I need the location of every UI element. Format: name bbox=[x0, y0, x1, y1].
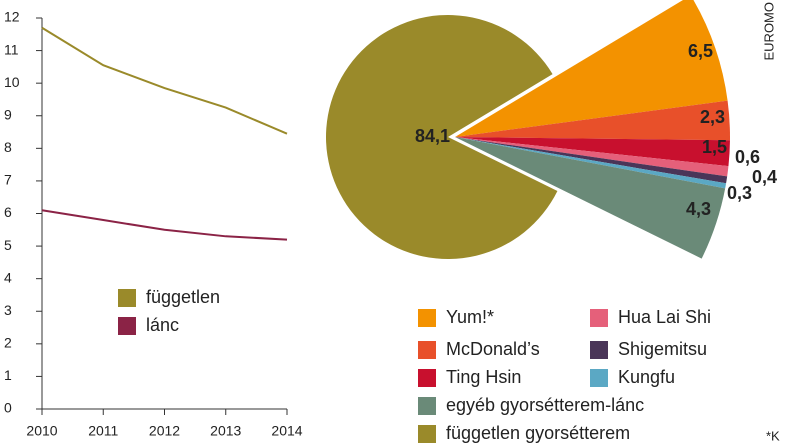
y-tick-label: 5 bbox=[4, 237, 12, 253]
data-label: 1,5 bbox=[702, 137, 727, 157]
legend-label: Kungfu bbox=[618, 367, 675, 387]
source: EUROMO bbox=[761, 2, 776, 61]
y-tick-label: 11 bbox=[4, 41, 19, 57]
legend-label: McDonald’s bbox=[446, 339, 540, 359]
legend-label: Ting Hsin bbox=[446, 367, 521, 387]
legend-label: Shigemitsu bbox=[618, 339, 707, 359]
y-tick-label: 9 bbox=[4, 106, 12, 122]
line bbox=[41, 209, 288, 241]
legend-label: lánc bbox=[146, 315, 179, 335]
legend-swatch bbox=[418, 397, 436, 415]
x-tick-label: 2013 bbox=[210, 423, 241, 439]
data-label: 0,4 bbox=[752, 167, 777, 187]
pie-slice bbox=[455, 137, 729, 177]
footnote: *K bbox=[766, 428, 780, 443]
pie-slice bbox=[455, 137, 728, 184]
legend-label: Yum!* bbox=[446, 307, 494, 327]
y-tick-label: 4 bbox=[4, 269, 12, 285]
pie-slice bbox=[455, 0, 728, 137]
y-tick-label: 12 bbox=[4, 9, 20, 25]
legend-swatch bbox=[118, 317, 136, 335]
data-label: 4,3 bbox=[686, 199, 711, 219]
x-tick-label: 2011 bbox=[88, 423, 118, 439]
data-label: 0,6 bbox=[735, 147, 760, 167]
y-tick-label: 3 bbox=[4, 302, 12, 318]
line bbox=[41, 26, 288, 135]
y-tick-label: 0 bbox=[4, 400, 12, 416]
pie-slice bbox=[455, 137, 726, 259]
legend-swatch bbox=[418, 341, 436, 359]
x-tick-label: 2010 bbox=[26, 423, 57, 439]
data-label: 0,3 bbox=[727, 183, 752, 203]
legend-label: egyéb gyorsétterem-lánc bbox=[446, 395, 644, 415]
data-label: 2,3 bbox=[700, 107, 725, 127]
legend-label: Hua Lai Shi bbox=[618, 307, 711, 327]
data-label: 84,1 bbox=[415, 126, 450, 146]
y-tick-label: 10 bbox=[4, 74, 20, 90]
data-label: 6,5 bbox=[688, 41, 713, 61]
x-tick-label: 2012 bbox=[149, 423, 180, 439]
legend-label: független bbox=[146, 287, 220, 307]
legend-swatch bbox=[118, 289, 136, 307]
pie-slice bbox=[455, 100, 731, 141]
legend-swatch bbox=[418, 369, 436, 387]
pie-slice bbox=[455, 137, 727, 189]
y-tick-label: 6 bbox=[4, 204, 12, 220]
legend-label: független gyorsétterem bbox=[446, 423, 630, 443]
y-tick-label: 7 bbox=[4, 172, 12, 188]
legend-swatch bbox=[590, 341, 608, 359]
legend-swatch bbox=[418, 309, 436, 327]
pie-slice bbox=[455, 137, 730, 167]
pie-slice bbox=[325, 14, 558, 259]
y-tick-label: 2 bbox=[4, 335, 12, 351]
x-tick-label: 2014 bbox=[271, 423, 302, 439]
legend-swatch bbox=[590, 309, 608, 327]
legend-swatch bbox=[418, 425, 436, 443]
y-tick-label: 8 bbox=[4, 139, 12, 155]
y-tick-label: 1 bbox=[4, 367, 12, 383]
legend-swatch bbox=[590, 369, 608, 387]
